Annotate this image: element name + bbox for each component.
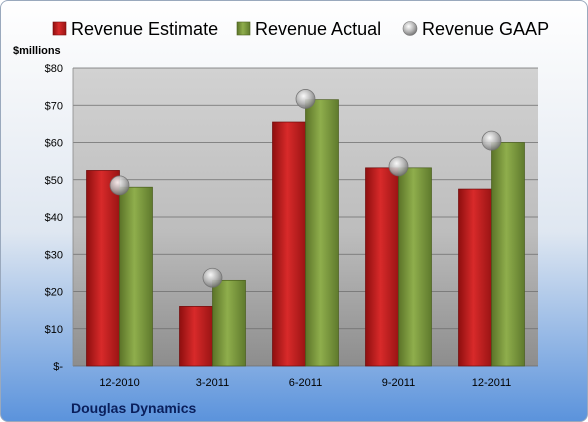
- y-tick-label: $60: [45, 138, 63, 150]
- y-tick-label: $70: [45, 100, 63, 112]
- legend: Revenue Estimate Revenue Actual Revenue …: [52, 19, 549, 39]
- y-tick-label: $50: [45, 175, 63, 187]
- y-tick-label: $30: [45, 249, 63, 261]
- bar-revenue-estimate: [272, 121, 306, 367]
- y-tick-label: $10: [45, 324, 63, 336]
- bar-revenue-actual: [491, 142, 525, 367]
- bar-revenue-actual: [119, 186, 153, 367]
- bar-revenue-estimate: [86, 170, 120, 367]
- bar-revenue-estimate: [458, 188, 492, 367]
- bar-revenue-estimate: [365, 167, 399, 367]
- x-tick-label: 9-2011: [382, 377, 415, 389]
- y-tick-label: $20: [45, 287, 63, 299]
- y-tick-label: $80: [45, 63, 63, 75]
- y-axis-unit-label: $millions: [13, 45, 61, 57]
- legend-label-revenue-actual: Revenue Actual: [255, 19, 381, 39]
- bar-revenue-actual: [212, 279, 246, 367]
- legend-item-revenue-actual: Revenue Actual: [236, 19, 381, 39]
- legend-label-revenue-estimate: Revenue Estimate: [71, 19, 218, 39]
- y-tick-label: $-: [53, 361, 63, 373]
- legend-item-revenue-estimate: Revenue Estimate: [52, 19, 218, 39]
- legend-swatch-revenue-gaap: [402, 21, 418, 36]
- legend-swatch-revenue-estimate: [52, 21, 67, 36]
- bar-revenue-estimate: [179, 306, 213, 367]
- bar-revenue-actual: [305, 99, 339, 367]
- marker-revenue-gaap: [388, 156, 409, 177]
- bar-revenue-actual: [398, 167, 432, 367]
- company-name: Douglas Dynamics: [71, 400, 196, 416]
- x-tick-label: 12-2011: [472, 377, 512, 389]
- y-tick-label: $40: [45, 212, 63, 224]
- legend-label-revenue-gaap: Revenue GAAP: [422, 19, 549, 39]
- gaap-markers: [109, 89, 502, 288]
- marker-revenue-gaap: [109, 175, 130, 196]
- y-axis-ticks: $- $10 $20 $30 $40 $50 $60 $70 $80: [45, 63, 64, 373]
- marker-revenue-gaap: [295, 89, 316, 109]
- legend-swatch-revenue-actual: [236, 21, 251, 36]
- legend-item-revenue-gaap: Revenue GAAP: [402, 19, 549, 39]
- x-axis-ticks: 12-2010 3-2011 6-2011 9-2011 12-2011: [99, 377, 511, 389]
- marker-revenue-gaap: [202, 267, 223, 288]
- x-tick-label: 3-2011: [196, 377, 229, 389]
- marker-revenue-gaap: [481, 130, 502, 151]
- x-tick-label: 12-2010: [99, 377, 139, 389]
- x-tick-label: 6-2011: [289, 377, 322, 389]
- bars: [86, 99, 525, 367]
